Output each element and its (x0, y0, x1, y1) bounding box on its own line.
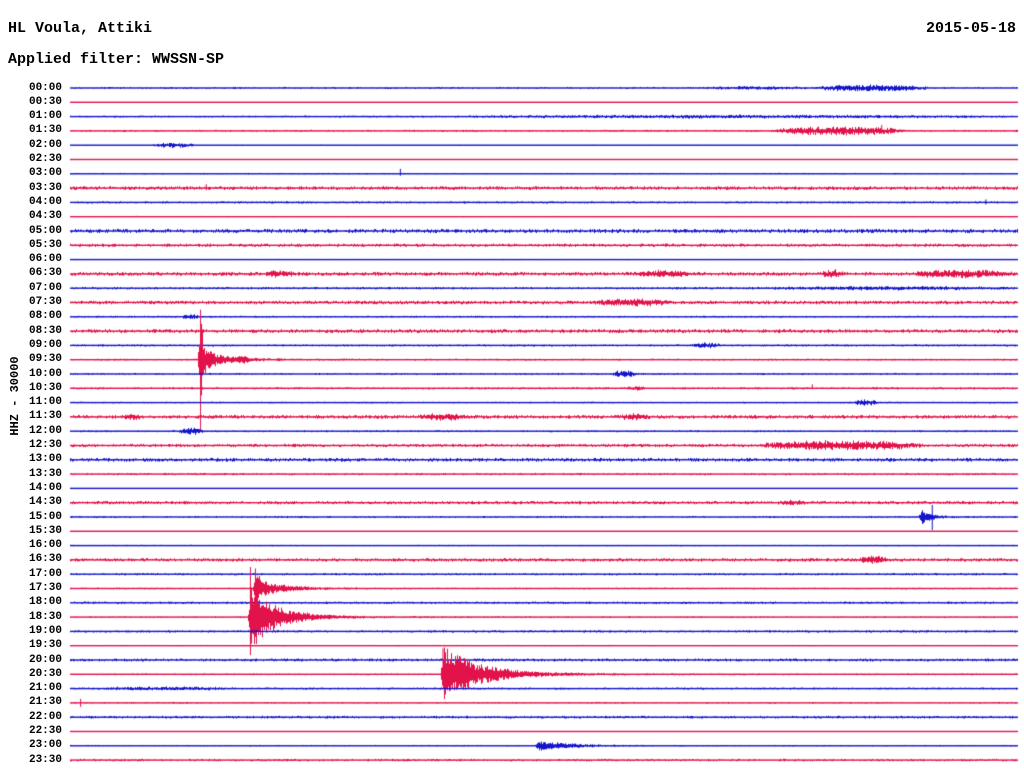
row-time-label: 00:30 (28, 95, 62, 108)
row-time-label: 11:00 (28, 396, 62, 409)
row-time-label: 16:00 (28, 539, 62, 552)
station-title: HL Voula, Attiki (8, 20, 153, 37)
row-time-label: 02:30 (28, 153, 62, 165)
row-time-label: 01:30 (28, 124, 62, 137)
row-time-label: 23:00 (28, 739, 62, 752)
row-time-label: 18:30 (28, 610, 62, 623)
row-time-label: 07:00 (28, 281, 62, 294)
row-time-label: 10:00 (28, 367, 62, 380)
row-time-label: 20:00 (28, 653, 62, 666)
row-time-label: 06:30 (28, 267, 62, 280)
row-time-label: 15:30 (28, 524, 62, 537)
row-time-label: 16:30 (28, 553, 62, 566)
row-time-label: 05:00 (28, 224, 62, 237)
row-time-label: 09:30 (28, 353, 62, 366)
row-time-label: 19:30 (28, 639, 62, 652)
row-time-label: 08:00 (28, 310, 62, 323)
row-time-label: 03:30 (28, 181, 62, 194)
filter-label: Applied filter: WWSSN-SP (8, 51, 225, 68)
row-time-label: 04:00 (28, 195, 62, 208)
row-time-label: 11:30 (28, 410, 62, 423)
date-label: 2015-05-18 (925, 20, 1016, 37)
row-time-label: 14:00 (28, 481, 62, 494)
row-time-label: 01:00 (28, 110, 62, 123)
row-time-label: 18:00 (28, 596, 62, 609)
row-time-label: 22:00 (28, 710, 62, 723)
row-time-label: 05:30 (28, 238, 62, 251)
row-time-label: 17:00 (28, 567, 62, 580)
row-time-label: 21:00 (28, 682, 62, 695)
row-time-label: 04:30 (28, 210, 62, 223)
row-time-label: 19:00 (28, 624, 62, 637)
row-time-label: 13:00 (28, 453, 62, 466)
row-time-label: 12:00 (28, 424, 62, 437)
row-time-label: 07:30 (28, 296, 62, 308)
row-time-label: 17:30 (28, 582, 62, 594)
row-time-label: 09:00 (28, 338, 62, 351)
row-time-label: 14:30 (28, 496, 62, 509)
row-time-label: 22:30 (28, 725, 62, 737)
row-time-label: 20:30 (28, 667, 62, 680)
row-time-label: 15:00 (28, 510, 62, 523)
row-time-label: 00:00 (28, 81, 62, 94)
row-time-label: 21:30 (28, 696, 62, 709)
row-time-label: 08:30 (28, 324, 62, 337)
row-time-label: 10:30 (28, 381, 62, 394)
row-time-label: 12:30 (28, 439, 62, 451)
row-time-label: 23:30 (28, 753, 62, 766)
row-time-label: 06:00 (28, 253, 62, 266)
row-time-label: 02:00 (28, 138, 62, 151)
row-time-label: 13:30 (28, 467, 62, 480)
row-time-label: 03:00 (28, 167, 62, 180)
